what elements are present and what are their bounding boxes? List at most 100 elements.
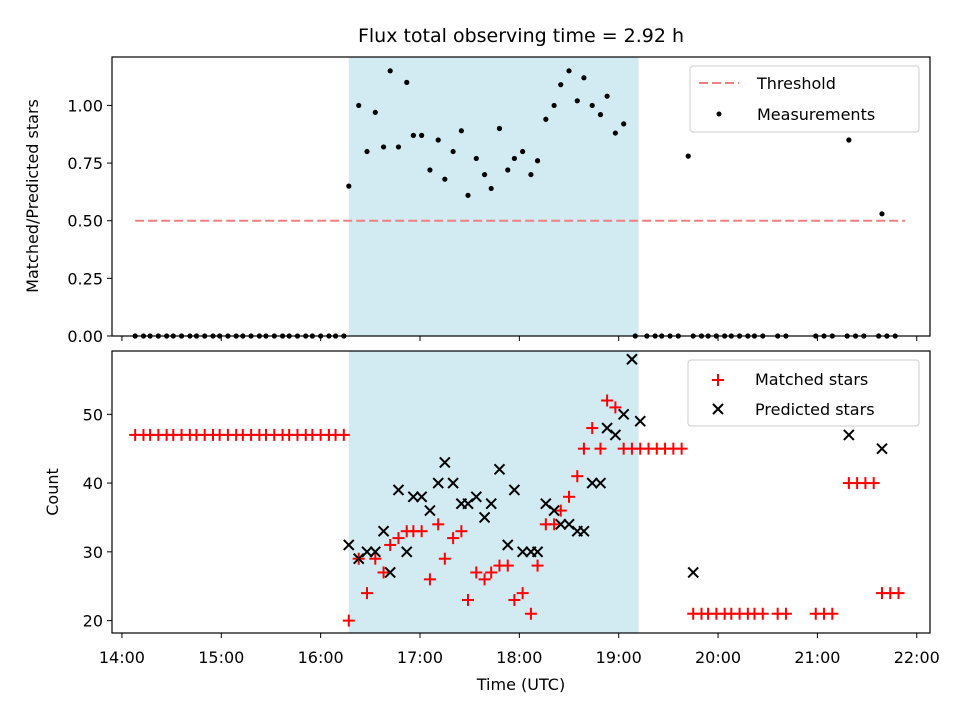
predicted-star-point bbox=[424, 504, 436, 517]
matched-star-point bbox=[756, 607, 769, 620]
bottom-panel: 20 30 40 50 14:00 15:00 16:00 17:00 18:00 19:00 2… bbox=[43, 350, 940, 694]
predicted-star-point bbox=[343, 539, 355, 551]
matched-star-point bbox=[462, 593, 475, 606]
matched-star-point bbox=[438, 552, 451, 565]
bottom-x-ticks: 14:00 15:00 16:00 17:00 18:00 19:00 20:00 21:00… bbox=[99, 633, 940, 667]
top-panel: Flux total observing time = 2.92 h 0.000… bbox=[23, 25, 931, 346]
measurement-point bbox=[488, 185, 494, 192]
measurement-point bbox=[404, 79, 410, 85]
matched-star-point bbox=[779, 607, 792, 620]
matched-star-point bbox=[447, 532, 460, 545]
measurement-point bbox=[387, 68, 393, 74]
measurement-point bbox=[879, 211, 885, 217]
predicted-star-point bbox=[401, 546, 413, 558]
top-legend: Threshold Measurements bbox=[689, 65, 920, 133]
matched-star-point bbox=[455, 525, 468, 538]
x-tick-label: 21:00 bbox=[794, 648, 840, 667]
predicted-star-point bbox=[369, 546, 381, 558]
top-y-tick-label: 1.00 bbox=[67, 96, 103, 115]
measurement-point bbox=[435, 137, 441, 143]
bottom-y-tick-label: 30 bbox=[83, 543, 103, 562]
matched-star-point bbox=[554, 504, 567, 517]
matched-star-point bbox=[516, 587, 529, 600]
matched-star-point bbox=[361, 587, 374, 600]
measurement-point bbox=[511, 155, 517, 162]
matched-star-point bbox=[577, 442, 590, 455]
predicted-star-point bbox=[478, 511, 491, 524]
bottom-plot-frame bbox=[111, 350, 931, 634]
predicted-star-point bbox=[594, 477, 607, 489]
bottom-y-tick-label: 40 bbox=[83, 474, 103, 493]
measurement-point bbox=[496, 125, 503, 132]
matched-star-point bbox=[384, 538, 397, 551]
predicted-star-point bbox=[407, 491, 420, 503]
measurement-point bbox=[534, 158, 541, 164]
measurement-point bbox=[481, 171, 488, 178]
measurement-point bbox=[551, 102, 557, 109]
measurement-point bbox=[520, 148, 526, 155]
predicted-star-point bbox=[392, 484, 405, 496]
matched-star-point bbox=[423, 573, 436, 586]
measurement-point bbox=[846, 137, 852, 143]
measurement-point bbox=[372, 109, 378, 115]
predicted-star-point bbox=[508, 484, 521, 496]
matched-star-point bbox=[485, 566, 498, 579]
bottom-y-ticks: 20 30 40 50 bbox=[83, 405, 112, 631]
matched-star-point bbox=[531, 559, 544, 572]
legend-matched-swatch bbox=[712, 374, 724, 386]
measurement-point bbox=[621, 121, 627, 127]
legend-predicted-swatch bbox=[712, 403, 724, 415]
x-axis-label: Time (UTC) bbox=[476, 675, 565, 694]
predicted-star-point bbox=[516, 546, 529, 558]
predicted-star-point bbox=[432, 477, 444, 489]
bottom-y-axis-label: Count bbox=[43, 468, 62, 516]
top-y-ticks: 0.00 0.25 0.50 0.75 1.00 bbox=[67, 96, 112, 346]
matched-star-point bbox=[432, 518, 445, 531]
x-tick-label: 17:00 bbox=[397, 648, 443, 667]
measurement-point bbox=[458, 128, 464, 134]
measurement-point bbox=[685, 153, 691, 159]
legend-predicted-label: Predicted stars bbox=[755, 400, 875, 419]
matched-star-point bbox=[524, 607, 537, 620]
measurement-point bbox=[566, 68, 572, 74]
measurement-point bbox=[473, 155, 479, 162]
bottom-count-points bbox=[129, 353, 905, 627]
predicted-star-point bbox=[578, 525, 590, 537]
predicted-star-point bbox=[377, 525, 390, 537]
matched-star-point bbox=[548, 518, 561, 531]
predicted-star-point bbox=[609, 429, 622, 441]
predicted-star-point bbox=[384, 566, 396, 579]
top-plot-frame bbox=[111, 56, 931, 337]
matched-star-point bbox=[586, 422, 599, 435]
matched-star-point bbox=[571, 470, 584, 483]
predicted-star-point bbox=[876, 442, 888, 455]
predicted-star-point bbox=[470, 491, 482, 503]
predicted-star-point bbox=[439, 456, 451, 469]
legend-measurements-label: Measurements bbox=[757, 105, 875, 124]
top-x-ticks bbox=[121, 336, 918, 341]
x-tick-label: 18:00 bbox=[496, 648, 542, 667]
predicted-star-point bbox=[617, 408, 630, 420]
x-tick-label: 20:00 bbox=[695, 648, 741, 667]
measurement-point bbox=[419, 132, 425, 138]
predicted-star-point bbox=[586, 477, 598, 489]
measurement-point bbox=[589, 102, 595, 109]
matched-star-point bbox=[594, 442, 607, 455]
measurement-point bbox=[612, 130, 618, 136]
matched-star-point bbox=[369, 552, 382, 565]
bottom-y-tick-label: 50 bbox=[83, 405, 103, 424]
predicted-star-point bbox=[485, 497, 497, 510]
measurement-point bbox=[442, 176, 448, 182]
predicted-star-point bbox=[502, 539, 514, 551]
matched-star-point bbox=[675, 442, 688, 455]
top-y-tick-label: 0.50 bbox=[67, 212, 103, 231]
matched-star-point bbox=[601, 394, 614, 407]
predicted-star-point bbox=[555, 518, 567, 531]
measurement-point bbox=[574, 98, 580, 104]
bottom-y-tick-label: 20 bbox=[83, 612, 103, 631]
matched-star-point bbox=[377, 566, 390, 579]
matched-star-point bbox=[501, 559, 514, 572]
measurement-point bbox=[597, 112, 604, 118]
x-tick-label: 22:00 bbox=[894, 648, 940, 667]
measurement-point bbox=[427, 167, 433, 173]
